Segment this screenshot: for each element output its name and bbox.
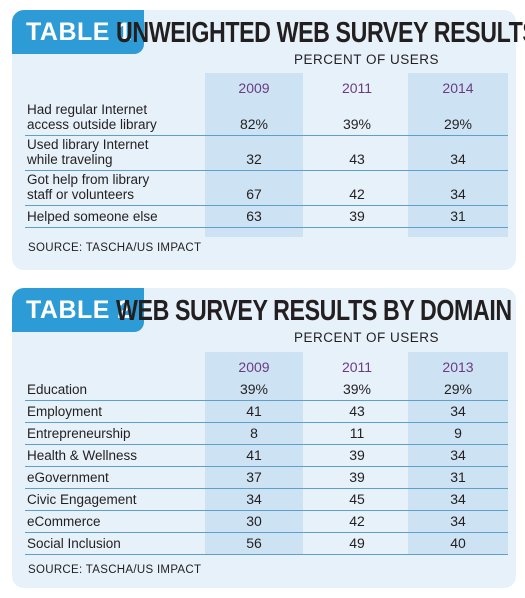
table-1-badge: TABLE 1 bbox=[12, 10, 144, 54]
cell-value: 32 bbox=[246, 151, 262, 167]
row-label: Employment bbox=[27, 404, 103, 419]
cell-value: 37 bbox=[246, 469, 262, 485]
cell-value: 34 bbox=[450, 151, 466, 167]
cell-value: 39% bbox=[342, 116, 372, 132]
table-row: Social Inclusion 56 49 40 bbox=[25, 532, 508, 555]
row-label: Civic Engagement bbox=[27, 492, 137, 507]
table-row: eCommerce 30 42 34 bbox=[25, 510, 508, 533]
cell-value: 30 bbox=[246, 513, 262, 529]
row-label: Used library Internet while traveling bbox=[27, 137, 149, 167]
table-2-col-2013-band bbox=[408, 352, 508, 554]
cell-value: 67 bbox=[246, 186, 262, 202]
cell-value: 43 bbox=[349, 151, 365, 167]
cell-value: 63 bbox=[246, 208, 262, 224]
row-label: eGovernment bbox=[27, 470, 109, 485]
table-row: Employment 41 43 34 bbox=[25, 400, 508, 423]
table-2-panel: TABLE 2 WEB SURVEY RESULTS BY DOMAIN PER… bbox=[12, 288, 516, 588]
cell-value: 43 bbox=[349, 403, 365, 419]
table-row: Helped someone else 63 39 31 bbox=[25, 205, 508, 228]
row-label: eCommerce bbox=[27, 514, 101, 529]
table-row: Had regular Internet access outside libra… bbox=[25, 100, 508, 136]
row-label: Got help from library staff or volunteers bbox=[27, 172, 150, 202]
table-row: eGovernment 37 39 31 bbox=[25, 466, 508, 489]
cell-value: 31 bbox=[450, 469, 466, 485]
row-label: Helped someone else bbox=[27, 209, 158, 224]
cell-value: 34 bbox=[450, 491, 466, 507]
cell-value: 8 bbox=[250, 425, 258, 441]
cell-value: 42 bbox=[349, 513, 365, 529]
cell-value: 29% bbox=[443, 381, 473, 397]
row-label: Had regular Internet access outside libra… bbox=[27, 102, 157, 132]
cell-value: 39% bbox=[239, 381, 269, 397]
cell-value: 56 bbox=[246, 535, 262, 551]
row-label: Education bbox=[27, 382, 88, 397]
cell-value: 9 bbox=[454, 425, 462, 441]
cell-value: 42 bbox=[349, 186, 365, 202]
cell-value: 45 bbox=[349, 491, 365, 507]
cell-value: 41 bbox=[246, 403, 262, 419]
table-2-subheader: PERCENT OF USERS bbox=[294, 330, 440, 345]
row-label: Health & Wellness bbox=[27, 448, 138, 463]
table-1-subheader: PERCENT OF USERS bbox=[294, 52, 440, 67]
cell-value: 39% bbox=[342, 381, 372, 397]
cell-value: 39 bbox=[349, 469, 365, 485]
table-1-year-2: 2011 bbox=[341, 80, 373, 96]
table-2-year-1: 2009 bbox=[238, 359, 270, 375]
cell-value: 82% bbox=[239, 116, 269, 132]
table-1-col-2011-band bbox=[308, 73, 406, 237]
table-2-col-2009-band bbox=[205, 352, 303, 554]
table-row: Used library Internet while traveling 32 43… bbox=[25, 135, 508, 171]
cell-value: 40 bbox=[450, 535, 466, 551]
table-2-col-2011-band bbox=[308, 352, 406, 554]
table-1-year-1: 2009 bbox=[238, 80, 270, 96]
table-2-title: WEB SURVEY RESULTS BY DOMAIN bbox=[116, 295, 512, 327]
table-row: Got help from library staff or volunteers… bbox=[25, 170, 508, 206]
cell-value: 34 bbox=[450, 447, 466, 463]
row-label: Social Inclusion bbox=[27, 536, 121, 551]
cell-value: 49 bbox=[349, 535, 365, 551]
cell-value: 29% bbox=[443, 116, 473, 132]
table-1-source: SOURCE: TASCHA/US IMPACT bbox=[28, 242, 202, 254]
cell-value: 41 bbox=[246, 447, 262, 463]
cell-value: 34 bbox=[450, 513, 466, 529]
row-label: Entrepreneurship bbox=[27, 426, 131, 441]
table-row: Health & Wellness 41 39 34 bbox=[25, 444, 508, 467]
table-2-source: SOURCE: TASCHA/US IMPACT bbox=[28, 564, 202, 576]
cell-value: 34 bbox=[450, 186, 466, 202]
table-1-year-3: 2014 bbox=[442, 80, 474, 96]
cell-value: 39 bbox=[349, 447, 365, 463]
cell-value: 31 bbox=[450, 208, 466, 224]
cell-value: 34 bbox=[246, 491, 262, 507]
cell-value: 39 bbox=[349, 208, 365, 224]
table-1-title: UNWEIGHTED WEB SURVEY RESULTS bbox=[116, 17, 525, 49]
table-1-panel: TABLE 1 UNWEIGHTED WEB SURVEY RESULTS PE… bbox=[12, 10, 525, 270]
table-1-col-2014-band bbox=[408, 73, 508, 237]
table-2-year-2: 2011 bbox=[341, 359, 373, 375]
table-row: Entrepreneurship 8 11 9 bbox=[25, 422, 508, 445]
table-1-col-2009-band bbox=[205, 73, 303, 237]
cell-value: 34 bbox=[450, 403, 466, 419]
table-2-year-3: 2013 bbox=[442, 359, 474, 375]
cell-value: 11 bbox=[349, 425, 365, 441]
table-row: Civic Engagement 34 45 34 bbox=[25, 488, 508, 511]
table-row: Education 39% 39% 29% bbox=[25, 378, 508, 401]
table-2-badge: TABLE 2 bbox=[12, 288, 144, 332]
